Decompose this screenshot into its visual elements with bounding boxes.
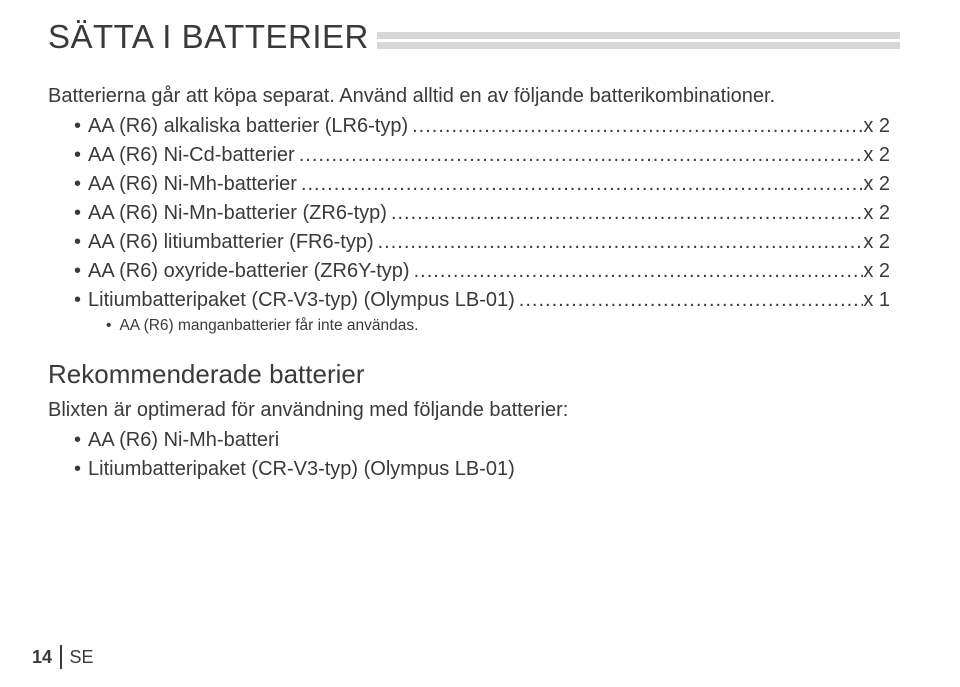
subheading: Rekommenderade batterier	[48, 359, 900, 390]
list-item: • Litiumbatteripaket (CR-V3-typ) (Olympu…	[74, 286, 900, 315]
bullet-icon: •	[74, 426, 88, 455]
bullet-icon: •	[74, 141, 88, 170]
item-label: AA (R6) oxyride-batterier (ZR6Y-typ)	[88, 257, 410, 286]
item-qty: x 2	[863, 170, 900, 199]
list-item: • AA (R6) Ni-Mn-batterier (ZR6-typ) ....…	[74, 199, 900, 228]
item-qty: x 1	[863, 286, 900, 315]
bullet-icon: •	[74, 199, 88, 228]
note-text: AA (R6) manganbatterier får inte använda…	[119, 317, 418, 334]
leader-dots: ........................................…	[410, 257, 864, 286]
page-title: SÄTTA I BATTERIER	[48, 18, 369, 56]
item-qty: x 2	[863, 257, 900, 286]
leader-dots: ........................................…	[408, 112, 863, 141]
heading-bar	[377, 32, 900, 39]
item-qty: x 2	[863, 112, 900, 141]
bullet-icon: •	[74, 257, 88, 286]
page-footer: 14 SE	[32, 645, 94, 669]
bullet-icon: •	[74, 455, 88, 484]
item-label: AA (R6) Ni-Mh-batterier	[88, 170, 297, 199]
battery-list: • AA (R6) alkaliska batterier (LR6-typ) …	[74, 112, 900, 337]
bullet-icon: •	[74, 228, 88, 257]
note-item: • AA (R6) manganbatterier får inte använ…	[106, 315, 900, 337]
page-number: 14	[32, 647, 52, 668]
item-qty: x 2	[863, 228, 900, 257]
list-item: • AA (R6) alkaliska batterier (LR6-typ) …	[74, 112, 900, 141]
item-label: AA (R6) litiumbatterier (FR6-typ)	[88, 228, 374, 257]
item-label: AA (R6) alkaliska batterier (LR6-typ)	[88, 112, 408, 141]
item-qty: x 2	[863, 199, 900, 228]
bullet-icon: •	[74, 286, 88, 315]
footer-divider	[60, 645, 62, 669]
document-page: SÄTTA I BATTERIER Batterierna går att kö…	[0, 0, 960, 687]
bullet-icon: •	[74, 112, 88, 141]
page-lang: SE	[70, 647, 94, 668]
list-item: • AA (R6) oxyride-batterier (ZR6Y-typ) .…	[74, 257, 900, 286]
leader-dots: ........................................…	[387, 199, 863, 228]
item-label: Litiumbatteripaket (CR-V3-typ) (Olympus …	[88, 286, 515, 315]
item-label: AA (R6) Ni-Cd-batterier	[88, 141, 295, 170]
list-item: • AA (R6) Ni-Mh-batterier ..............…	[74, 170, 900, 199]
leader-dots: ........................................…	[295, 141, 864, 170]
list-item: • AA (R6) litiumbatterier (FR6-typ) ....…	[74, 228, 900, 257]
leader-dots: ........................................…	[515, 286, 864, 315]
bullet-icon: •	[74, 170, 88, 199]
list-item: • AA (R6) Ni-Mh-batteri	[74, 426, 900, 455]
item-label: AA (R6) Ni-Mh-batteri	[88, 426, 279, 455]
heading-bar	[377, 42, 900, 49]
intro-text: Batterierna går att köpa separat. Använd…	[48, 82, 900, 110]
heading-row: SÄTTA I BATTERIER	[48, 18, 900, 56]
item-label: Litiumbatteripaket (CR-V3-typ) (Olympus …	[88, 455, 515, 484]
recommended-list: • AA (R6) Ni-Mh-batteri • Litiumbatterip…	[74, 426, 900, 484]
subintro-text: Blixten är optimerad för användning med …	[48, 396, 900, 424]
leader-dots: ........................................…	[297, 170, 863, 199]
list-item: • AA (R6) Ni-Cd-batterier ..............…	[74, 141, 900, 170]
leader-dots: ........................................…	[374, 228, 864, 257]
bullet-icon: •	[106, 315, 116, 337]
item-qty: x 2	[863, 141, 900, 170]
item-label: AA (R6) Ni-Mn-batterier (ZR6-typ)	[88, 199, 387, 228]
heading-decoration	[377, 32, 900, 49]
list-item: • Litiumbatteripaket (CR-V3-typ) (Olympu…	[74, 455, 900, 484]
